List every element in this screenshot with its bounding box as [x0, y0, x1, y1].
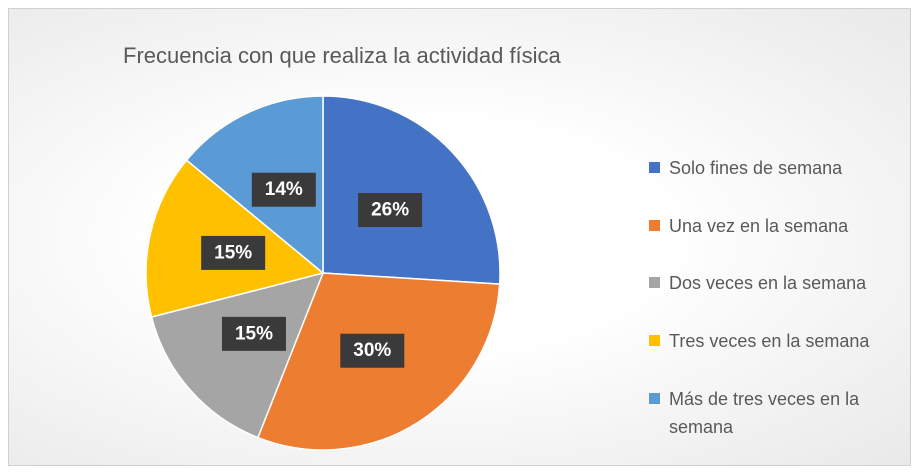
legend-label: Dos veces en la semana	[669, 273, 867, 293]
data-label-box	[201, 235, 266, 270]
legend-entry: Una vez en la semana	[649, 212, 919, 240]
legend-entry: Solo fines de semana	[649, 154, 919, 182]
legend-label: Solo fines de semana	[669, 158, 843, 178]
chart-frame: Frecuencia con que realiza la actividad …	[8, 8, 911, 466]
legend-entry: Tres veces en la semana	[649, 327, 919, 355]
chart: Frecuencia con que realiza la actividad …	[123, 43, 562, 451]
data-label: 15%	[214, 242, 252, 263]
data-label-box	[251, 172, 316, 207]
data-label: 30%	[353, 340, 391, 361]
data-label: 26%	[371, 199, 409, 220]
pie-slice	[150, 271, 325, 439]
legend-label: Más de tres veces en la semana	[669, 389, 860, 437]
data-label-box	[221, 316, 286, 351]
legend-entry: Dos veces en la semana	[649, 269, 919, 297]
chart-title: Frecuencia con que realiza la actividad …	[123, 43, 562, 68]
data-label: 14%	[265, 179, 303, 200]
data-label: 15%	[235, 323, 273, 344]
legend-entry: Más de tres veces en la semana	[649, 385, 919, 441]
data-label-box	[358, 192, 423, 227]
legend-swatch	[649, 335, 660, 346]
legend-label: Tres veces en la semana	[669, 331, 870, 351]
legend-label: Una vez en la semana	[669, 216, 849, 236]
legend-swatch	[649, 220, 660, 231]
legend-swatch	[649, 162, 660, 173]
data-label-box	[340, 333, 405, 368]
pie-slice	[322, 95, 501, 285]
legend-swatch	[649, 277, 660, 288]
legend-swatch	[649, 393, 660, 404]
